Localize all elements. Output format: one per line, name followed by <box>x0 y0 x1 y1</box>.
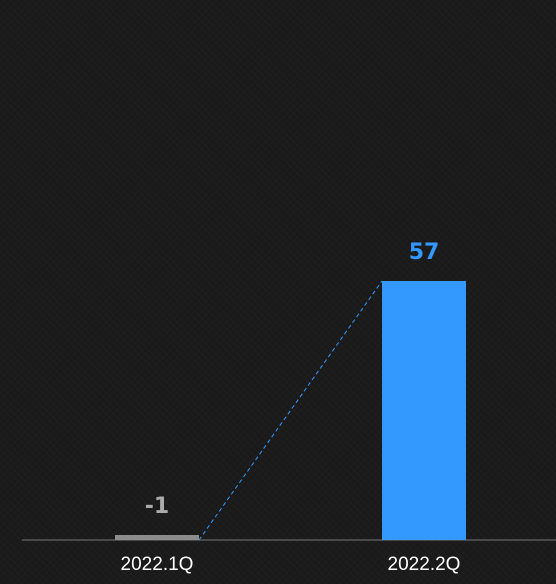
x-tick-label-2022.1Q: 2022.1Q <box>121 554 194 575</box>
x-tick-label-2022.2Q: 2022.2Q <box>388 554 461 575</box>
data-label-2022.2Q: 57 <box>409 240 440 265</box>
trend-connector-line <box>198 280 383 541</box>
bar-2022.1Q <box>115 535 199 540</box>
bars-group <box>115 280 466 541</box>
data-label-2022.1Q: -1 <box>145 494 169 519</box>
labels-group: -1 2022.1Q 57 2022.2Q <box>121 240 461 575</box>
bar-2022.2Q <box>382 281 466 540</box>
